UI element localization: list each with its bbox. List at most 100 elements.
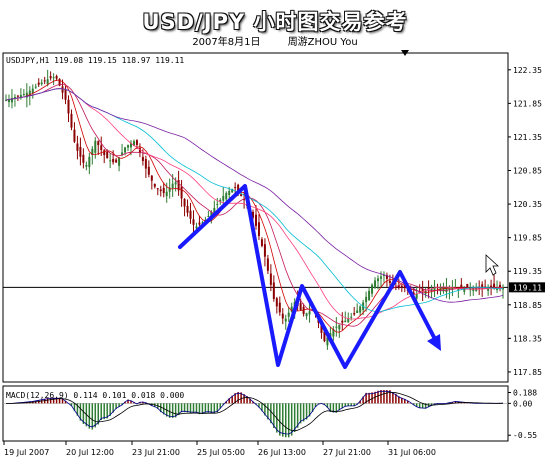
- candle-body: [308, 311, 311, 315]
- candle-body: [201, 222, 204, 224]
- candle-body: [183, 198, 186, 207]
- candle-body: [463, 288, 466, 292]
- candle-body: [344, 320, 347, 323]
- candle-body: [365, 296, 368, 303]
- candle-body: [403, 285, 406, 289]
- candle-body: [394, 286, 397, 288]
- x-tick-label: 19 Jul 2007: [4, 448, 49, 457]
- candle-body: [52, 77, 55, 79]
- y-tick-label: 120.35: [513, 200, 542, 209]
- candle-body: [115, 159, 118, 163]
- candle-body: [302, 306, 305, 315]
- candle-body: [323, 331, 326, 342]
- candle-body: [278, 302, 281, 313]
- candle-body: [272, 282, 275, 299]
- candle-body: [388, 280, 391, 283]
- candle-body: [91, 148, 94, 155]
- candle-body: [25, 92, 28, 98]
- candle-body: [237, 184, 240, 193]
- candle-body: [49, 76, 52, 79]
- candle-body: [490, 285, 493, 288]
- candle-body: [341, 320, 344, 323]
- candle-body: [141, 156, 144, 162]
- candle-body: [121, 152, 124, 155]
- candle-body: [118, 157, 121, 166]
- candle-body: [231, 188, 234, 193]
- candle-body: [165, 191, 168, 197]
- y-tick-label: 118.35: [513, 334, 542, 343]
- candle-body: [43, 80, 46, 82]
- candle-body: [109, 160, 112, 162]
- price-header: USDJPY,H1 119.08 119.15 118.97 119.11: [6, 56, 184, 65]
- candle-body: [171, 183, 174, 189]
- candle-body: [234, 186, 237, 189]
- x-tick-label: 23 Jul 21:00: [132, 448, 180, 457]
- candle-body: [347, 318, 350, 323]
- candle-body: [252, 211, 255, 218]
- candle-body: [439, 288, 442, 292]
- macd-tick-label: 0.188: [513, 388, 537, 397]
- candle-body: [257, 222, 260, 236]
- date-label: 2007年8月1日: [192, 37, 261, 48]
- macd-tick-label: -0.55: [513, 431, 537, 440]
- moving-average-line: [5, 83, 504, 327]
- y-tick-label: 121.35: [513, 133, 542, 142]
- candle-body: [400, 285, 403, 288]
- candle-body: [412, 292, 415, 295]
- y-tick-label: 119.35: [513, 267, 542, 276]
- y-tick-label: 118.85: [513, 301, 542, 310]
- candle-body: [76, 143, 79, 151]
- candle-body: [228, 190, 231, 195]
- y-tick-label: 120.85: [513, 167, 542, 176]
- candle-body: [73, 129, 76, 142]
- candle-body: [10, 97, 13, 103]
- candle-body: [460, 284, 463, 288]
- candle-body: [466, 283, 469, 288]
- chart-title: USD/JPY 小时图交易参考: [142, 10, 408, 34]
- candle-body: [299, 303, 302, 311]
- candle-body: [353, 313, 356, 315]
- x-tick-label: 25 Jul 05:00: [197, 448, 245, 457]
- candle-body: [213, 207, 216, 215]
- candle-body: [13, 96, 16, 99]
- candle-body: [216, 203, 219, 205]
- candle-body: [70, 113, 73, 128]
- candle-body: [124, 147, 127, 153]
- candle-body: [332, 329, 335, 337]
- candle-body: [207, 216, 210, 218]
- candle-body: [382, 274, 385, 276]
- candle-body: [31, 88, 34, 94]
- candle-body: [266, 258, 269, 271]
- shift-marker-icon: [401, 50, 409, 56]
- candle-body: [222, 195, 225, 201]
- candle-body: [374, 280, 377, 288]
- candle-body: [28, 90, 31, 96]
- candle-body: [436, 287, 439, 289]
- macd-header: MACD(12,26,9) 0.114 0.101 0.018 0.000: [6, 391, 184, 400]
- candle-body: [427, 287, 430, 290]
- candle-body: [19, 94, 22, 99]
- candle-body: [198, 222, 201, 225]
- chart-subtitle: 2007年8月1日 周游ZHOU You: [0, 33, 550, 48]
- candle-body: [135, 140, 138, 145]
- candle-body: [219, 199, 222, 202]
- candle-body: [290, 306, 293, 312]
- candle-body: [5, 100, 7, 101]
- candle-body: [97, 141, 100, 146]
- candle-body: [275, 298, 278, 307]
- candle-body: [16, 95, 19, 97]
- candle-body: [186, 206, 189, 213]
- candle-body: [34, 86, 37, 88]
- candle-body: [421, 288, 424, 292]
- candle-body: [326, 337, 329, 346]
- candle-body: [112, 158, 115, 163]
- candle-body: [144, 159, 147, 169]
- candle-body: [7, 98, 10, 103]
- candle-body: [147, 166, 150, 175]
- macd-signal-line: [6, 391, 503, 432]
- candle-body: [61, 86, 64, 93]
- candle-body: [481, 284, 484, 288]
- candle-body: [415, 293, 418, 299]
- candle-body: [377, 278, 380, 282]
